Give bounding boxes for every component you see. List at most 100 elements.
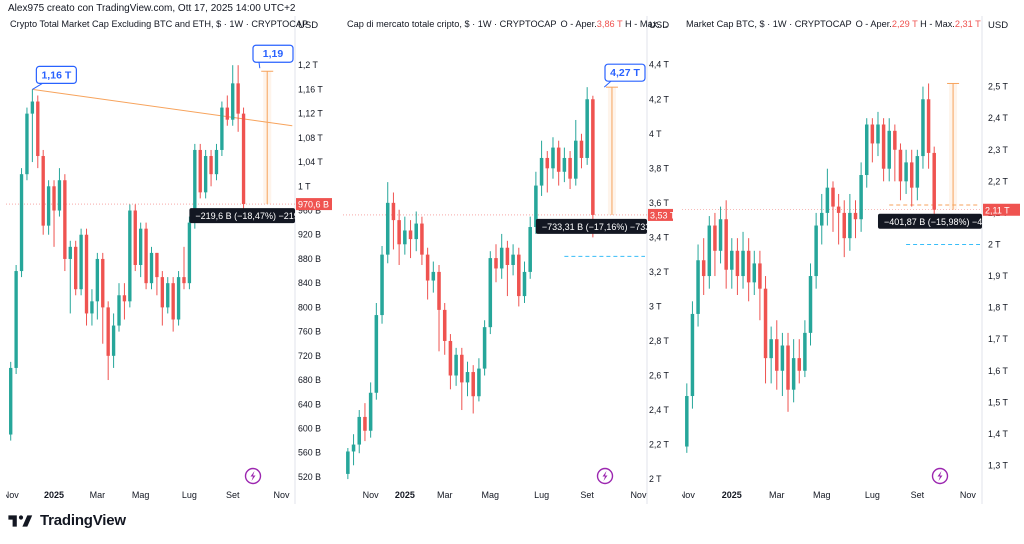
- axis-unit-label: USD: [988, 20, 1008, 31]
- x-tick-label: Mag: [482, 490, 500, 500]
- y-tick-label: 720 B: [298, 351, 321, 361]
- candle: [539, 140, 544, 196]
- ohlc-label: O - Aper.3,86 T H - Max....: [561, 19, 668, 29]
- y-tick-label: 3,4 T: [649, 232, 670, 242]
- chart-title: Market Cap BTC, $ · 1W · CRYPTOCAP: [686, 19, 852, 29]
- candle: [357, 410, 362, 454]
- candle: [898, 143, 903, 201]
- measure-label: −401,87 B (−15,98%) −40: [877, 213, 987, 229]
- y-tick-label: 1,12 T: [298, 109, 323, 119]
- candle: [187, 216, 192, 290]
- candle: [391, 192, 396, 250]
- candle: [909, 149, 914, 207]
- candle: [797, 339, 802, 384]
- candle: [499, 233, 504, 279]
- candle: [420, 216, 424, 265]
- y-tick-label: 3,8 T: [649, 163, 670, 173]
- candle: [448, 334, 453, 390]
- candle: [746, 238, 751, 302]
- candle: [780, 332, 785, 397]
- y-tick-label: 1,3 T: [988, 460, 1009, 470]
- candle: [203, 149, 208, 199]
- candle: [431, 261, 436, 293]
- y-tick-label: 1,2 T: [298, 60, 319, 70]
- candle: [442, 302, 447, 355]
- candle: [836, 193, 841, 245]
- chart-title: Crypto Total Market Cap Excluding BTC an…: [10, 19, 308, 29]
- last-price-tag: 3,53 T: [648, 208, 673, 221]
- trendline: [32, 88, 293, 127]
- price-badge: 1,19: [252, 44, 294, 69]
- y-tick-label: 640 B: [298, 399, 321, 409]
- candle: [591, 95, 595, 238]
- candle: [128, 204, 132, 308]
- candle: [79, 228, 83, 296]
- x-tick-label: Mag: [813, 490, 831, 500]
- chart-header: Alex975 creato con TradingView.com, Ott …: [8, 3, 296, 14]
- candle: [403, 216, 407, 255]
- candle: [149, 246, 154, 290]
- candle: [63, 174, 67, 272]
- candle: [397, 209, 401, 265]
- candle: [101, 252, 105, 344]
- candle: [803, 320, 807, 378]
- last-price-tag: 2,11 T: [983, 203, 1020, 216]
- lightning-icon[interactable]: [596, 467, 614, 485]
- chart-panel-total-cap[interactable]: Cap di mercato totale cripto, $ · 1W · C…: [343, 16, 673, 504]
- candle: [385, 182, 390, 264]
- candle: [534, 171, 538, 234]
- y-tick-label: 520 B: [298, 472, 321, 482]
- candle: [775, 320, 779, 390]
- candle: [713, 212, 717, 277]
- candle: [870, 118, 875, 163]
- candle: [368, 382, 373, 438]
- y-tick-label: 2 T: [988, 239, 1001, 249]
- candle: [471, 365, 475, 414]
- candle: [231, 65, 235, 126]
- y-tick-label: 1,5 T: [988, 397, 1009, 407]
- x-tick-label: Set: [226, 490, 240, 500]
- candle: [808, 263, 813, 346]
- candle: [155, 252, 159, 296]
- chart-panel-altcoin-cap[interactable]: Crypto Total Market Cap Excluding BTC an…: [6, 16, 332, 504]
- candle: [236, 65, 240, 132]
- candle: [752, 250, 757, 295]
- candle: [144, 222, 148, 290]
- candle: [36, 95, 40, 169]
- y-tick-label: 2,3 T: [988, 145, 1009, 155]
- y-tick-label: 1 T: [298, 181, 311, 191]
- y-tick-label: 3,2 T: [649, 267, 670, 277]
- tradingview-logo[interactable]: TradingView: [8, 512, 126, 529]
- x-tick-label: Nov: [363, 490, 380, 500]
- lightning-icon[interactable]: [931, 467, 949, 485]
- x-tick-label: Mar: [437, 490, 453, 500]
- candle: [881, 118, 886, 182]
- candle: [122, 283, 127, 320]
- candle: [482, 320, 487, 376]
- candle: [437, 265, 441, 352]
- candle: [380, 246, 384, 324]
- chart-panel-btc-cap[interactable]: Market Cap BTC, $ · 1W · CRYPTOCAP O - Ap…: [682, 16, 1020, 504]
- y-tick-label: 1,8 T: [988, 303, 1009, 313]
- svg-text:1,19: 1,19: [263, 48, 284, 60]
- x-tick-label: Nov: [273, 490, 290, 500]
- candle: [408, 220, 413, 259]
- candle: [921, 86, 925, 169]
- x-tick-label: 2025: [395, 490, 415, 500]
- candle: [182, 246, 186, 290]
- candle: [825, 168, 830, 226]
- x-tick-label: Lug: [865, 490, 880, 500]
- svg-text:−401,87 B (−15,98%) −40: −401,87 B (−15,98%) −40: [884, 217, 987, 227]
- candle: [425, 247, 430, 300]
- y-tick-label: 920 B: [298, 230, 321, 240]
- candle: [454, 347, 458, 386]
- lightning-icon[interactable]: [244, 467, 262, 485]
- x-tick-label: Mar: [90, 490, 106, 500]
- candle: [25, 107, 29, 181]
- candle: [117, 283, 121, 332]
- y-tick-label: 2,5 T: [988, 82, 1009, 92]
- y-tick-label: 4,2 T: [649, 94, 670, 104]
- svg-text:2,11 T: 2,11 T: [985, 205, 1010, 215]
- candle: [52, 180, 56, 247]
- x-tick-label: Nov: [960, 490, 977, 500]
